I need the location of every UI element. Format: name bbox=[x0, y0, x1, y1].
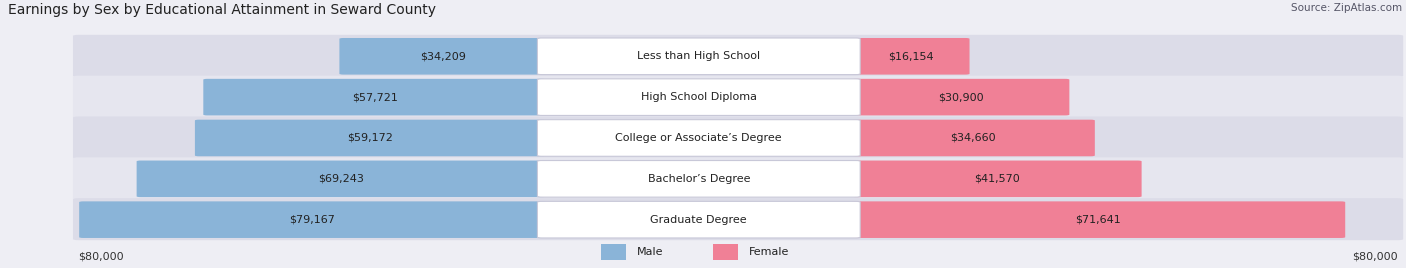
FancyBboxPatch shape bbox=[537, 79, 860, 116]
FancyBboxPatch shape bbox=[73, 76, 1403, 118]
FancyBboxPatch shape bbox=[73, 35, 1403, 77]
Text: $30,900: $30,900 bbox=[938, 92, 983, 102]
Text: High School Diploma: High School Diploma bbox=[641, 92, 756, 102]
Text: $80,000: $80,000 bbox=[1353, 251, 1398, 261]
Text: $80,000: $80,000 bbox=[79, 251, 124, 261]
Text: $34,209: $34,209 bbox=[419, 51, 465, 61]
FancyBboxPatch shape bbox=[195, 120, 546, 156]
Text: $69,243: $69,243 bbox=[318, 174, 364, 184]
Text: Female: Female bbox=[749, 247, 790, 257]
Text: $71,641: $71,641 bbox=[1076, 215, 1122, 225]
FancyBboxPatch shape bbox=[852, 201, 1346, 238]
Text: $57,721: $57,721 bbox=[352, 92, 398, 102]
FancyBboxPatch shape bbox=[73, 198, 1403, 240]
Text: Male: Male bbox=[637, 247, 664, 257]
Text: Earnings by Sex by Educational Attainment in Seward County: Earnings by Sex by Educational Attainmen… bbox=[8, 3, 436, 17]
FancyBboxPatch shape bbox=[79, 201, 546, 238]
FancyBboxPatch shape bbox=[537, 161, 860, 197]
Text: $41,570: $41,570 bbox=[974, 174, 1019, 184]
FancyBboxPatch shape bbox=[852, 161, 1142, 197]
FancyBboxPatch shape bbox=[339, 38, 546, 75]
FancyBboxPatch shape bbox=[713, 244, 738, 260]
Text: $16,154: $16,154 bbox=[887, 51, 934, 61]
Text: College or Associate’s Degree: College or Associate’s Degree bbox=[616, 133, 782, 143]
Text: Source: ZipAtlas.com: Source: ZipAtlas.com bbox=[1291, 3, 1402, 13]
FancyBboxPatch shape bbox=[852, 79, 1070, 116]
FancyBboxPatch shape bbox=[136, 161, 546, 197]
FancyBboxPatch shape bbox=[852, 38, 970, 75]
Text: $59,172: $59,172 bbox=[347, 133, 394, 143]
Text: $79,167: $79,167 bbox=[290, 215, 336, 225]
Text: Less than High School: Less than High School bbox=[637, 51, 761, 61]
FancyBboxPatch shape bbox=[600, 244, 626, 260]
FancyBboxPatch shape bbox=[73, 157, 1403, 199]
FancyBboxPatch shape bbox=[204, 79, 546, 116]
FancyBboxPatch shape bbox=[537, 120, 860, 156]
FancyBboxPatch shape bbox=[73, 117, 1403, 158]
FancyBboxPatch shape bbox=[852, 120, 1095, 156]
Text: Graduate Degree: Graduate Degree bbox=[651, 215, 747, 225]
FancyBboxPatch shape bbox=[537, 38, 860, 75]
Text: Bachelor’s Degree: Bachelor’s Degree bbox=[648, 174, 749, 184]
Text: $34,660: $34,660 bbox=[950, 133, 995, 143]
FancyBboxPatch shape bbox=[537, 201, 860, 238]
